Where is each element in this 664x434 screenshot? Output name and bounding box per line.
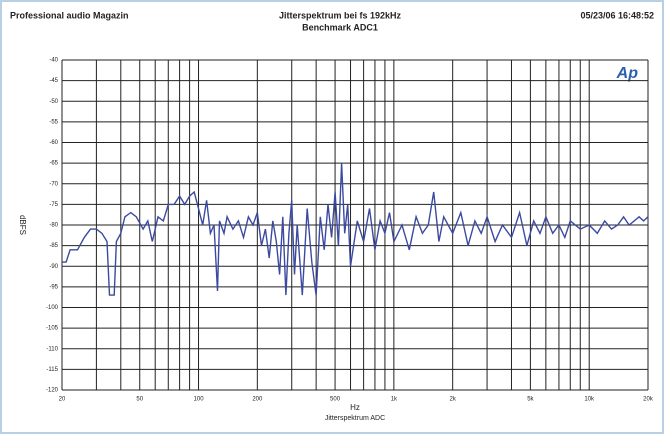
data-line: [62, 163, 649, 296]
y-tick-label: -110: [46, 346, 58, 352]
y-tick-label: -60: [49, 140, 58, 146]
x-tick-label: 1k: [391, 397, 398, 403]
x-tick-label: 5k: [527, 397, 534, 403]
y-tick-label: -95: [49, 284, 58, 290]
y-tick-label: -100: [46, 305, 59, 311]
header-left: Professional audio Magazin: [10, 10, 129, 20]
x-tick-label: 200: [252, 397, 263, 403]
y-tick-label: -80: [49, 223, 58, 229]
y-tick-label: -90: [49, 264, 58, 270]
x-tick-label: 20: [59, 397, 66, 403]
y-tick-label: -120: [46, 388, 59, 394]
x-axis-note: Jitterspektrum ADC: [325, 415, 385, 422]
x-tick-label: 10k: [584, 397, 595, 403]
y-tick-label: -55: [49, 119, 58, 125]
x-tick-label: 100: [194, 397, 205, 403]
y-tick-label: -85: [49, 243, 58, 249]
y-tick-label: -50: [49, 99, 58, 105]
logo: Ap: [616, 65, 639, 82]
x-tick-label: 500: [330, 397, 341, 403]
x-tick-label: 2k: [449, 397, 456, 403]
x-tick-label: 50: [136, 397, 143, 403]
chart-subtitle: Benchmark ADC1: [302, 22, 378, 32]
timestamp: 05/23/06 16:48:52: [580, 10, 654, 20]
y-tick-label: -65: [49, 161, 58, 167]
y-axis-label: dBFS: [18, 215, 27, 235]
y-tick-label: -105: [46, 326, 59, 332]
y-tick-label: -40: [49, 58, 58, 64]
chart-title: Jitterspektrum bei fs 192kHz: [279, 10, 402, 20]
y-tick-label: -115: [46, 367, 58, 373]
y-tick-label: -45: [49, 78, 58, 84]
x-tick-label: 20k: [643, 397, 654, 403]
x-axis-label: Hz: [350, 403, 360, 412]
y-tick-label: -75: [49, 202, 58, 208]
y-tick-label: -70: [49, 181, 58, 187]
